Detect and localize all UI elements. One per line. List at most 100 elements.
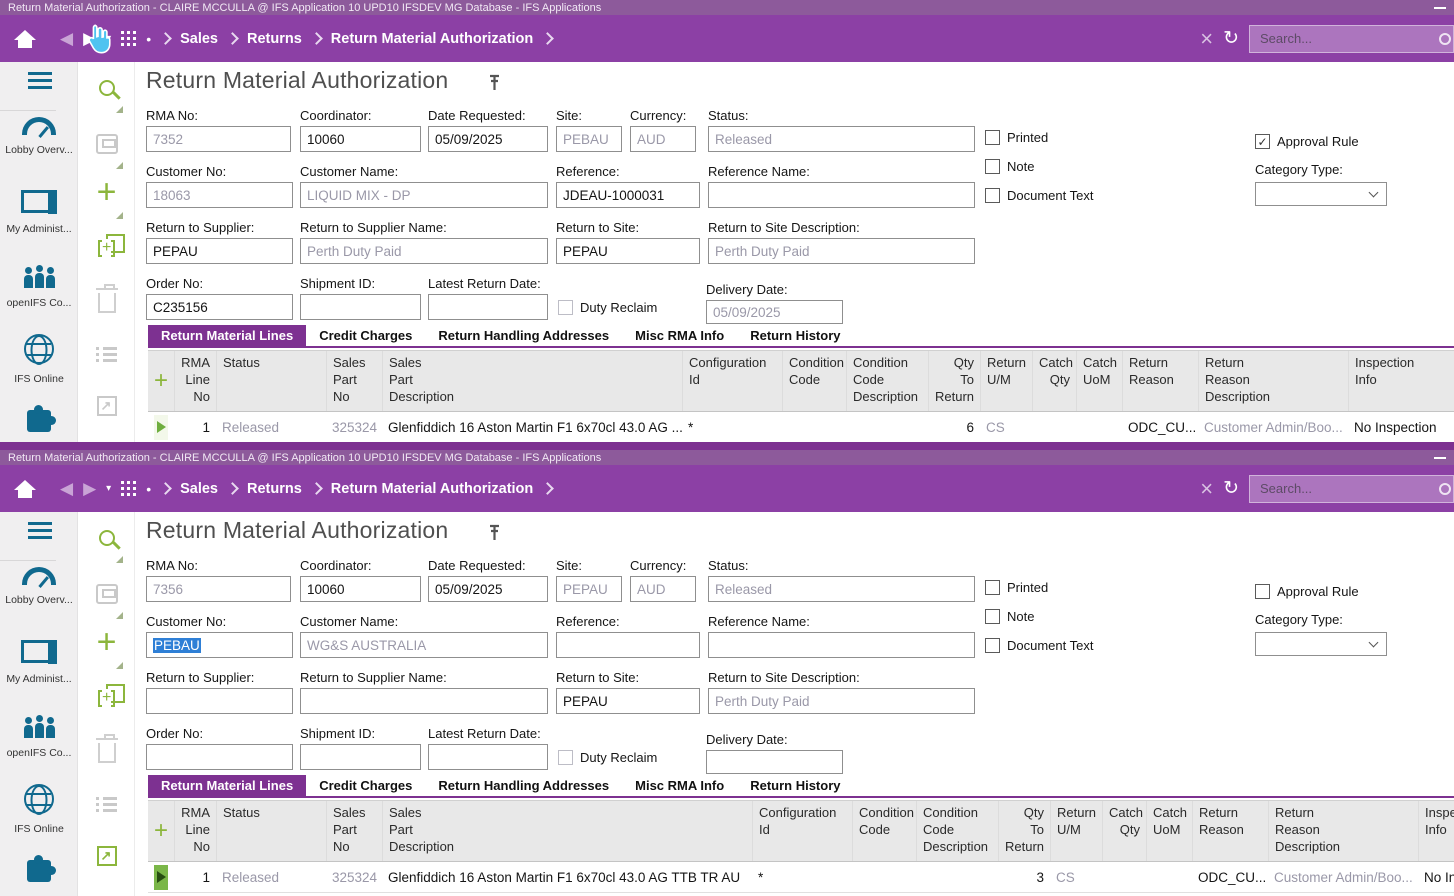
column-header-rma-line-no[interactable]: RMA Line No	[174, 801, 216, 861]
rma-no-field[interactable]: 7352	[146, 126, 291, 152]
open-external-button[interactable]	[78, 846, 135, 866]
latest-return-date-field[interactable]	[428, 294, 548, 320]
breadcrumb-rma[interactable]: Return Material Authorization	[330, 480, 534, 497]
column-header-catch-qty[interactable]: Catch Qty	[1102, 801, 1146, 861]
customer-no-field[interactable]: 18063	[146, 182, 293, 208]
column-header-condition-code[interactable]: Condition Code	[782, 351, 846, 411]
sidebar-item-ifs-online[interactable]: IFS Online	[0, 784, 78, 835]
document-text-checkbox[interactable]: Document Text	[985, 638, 1093, 653]
column-header-condition-code[interactable]: Condition Code	[852, 801, 916, 861]
note-button[interactable]	[78, 584, 135, 604]
currency-field[interactable]: AUD	[630, 576, 696, 602]
nav-forward-icon[interactable]: ▶	[83, 479, 97, 498]
duty-reclaim-checkbox[interactable]: Duty Reclaim	[558, 750, 657, 765]
shipment-id-field[interactable]	[300, 294, 421, 320]
return-to-site-description-field[interactable]: Perth Duty Paid	[708, 238, 975, 264]
refresh-icon[interactable]: ↻	[1223, 478, 1239, 499]
column-header-sales-part-no[interactable]: Sales Part No	[326, 801, 382, 861]
tab-return-material-lines[interactable]: Return Material Lines	[148, 775, 307, 796]
printed-checkbox[interactable]: Printed	[985, 580, 1048, 595]
column-header-status[interactable]: Status	[216, 801, 326, 861]
app-launcher-grid-icon[interactable]	[121, 31, 136, 46]
column-header-sales-part-no[interactable]: Sales Part No	[326, 351, 382, 411]
column-header-catch-uom[interactable]: Catch UoM	[1076, 351, 1122, 411]
list-view-button[interactable]	[78, 346, 135, 362]
minimize-button[interactable]	[1434, 6, 1446, 9]
close-page-icon[interactable]: ×	[1200, 475, 1214, 501]
add-line-button[interactable]: +	[148, 801, 174, 861]
column-header-configuration-id[interactable]: Configuration Id	[682, 351, 782, 411]
column-header-return-um[interactable]: Return U/M	[1050, 801, 1102, 861]
site-field[interactable]: PEBAU	[556, 126, 622, 152]
column-header-rma-line-no[interactable]: RMA Line No	[174, 351, 216, 411]
column-header-inspection-info[interactable]: Inspection Info	[1418, 801, 1454, 861]
column-header-return-um[interactable]: Return U/M	[980, 351, 1032, 411]
column-header-return-reason[interactable]: Return Reason	[1122, 351, 1198, 411]
breadcrumb-returns[interactable]: Returns	[247, 480, 302, 497]
customer-no-field[interactable]: PEBAU	[146, 632, 293, 658]
table-row[interactable]: 1 Released 325324 Glenfiddich 16 Aston M…	[148, 862, 1454, 893]
customer-name-field[interactable]: LIQUID MIX - DP	[300, 182, 548, 208]
delivery-date-field[interactable]: 05/09/2025	[706, 300, 843, 324]
sidebar-item-addons[interactable]	[0, 855, 78, 891]
sidebar-item-my-administration[interactable]: My Administ...	[0, 190, 78, 235]
column-header-configuration-id[interactable]: Configuration Id	[752, 801, 852, 861]
date-requested-field[interactable]: 05/09/2025	[428, 126, 548, 152]
customer-name-field[interactable]: WG&S AUSTRALIA	[300, 632, 548, 658]
tab-credit-charges[interactable]: Credit Charges	[319, 328, 413, 343]
breadcrumb-returns[interactable]: Returns	[247, 30, 302, 47]
global-search-input[interactable]: Search...	[1249, 474, 1454, 503]
order-no-field[interactable]	[146, 744, 293, 770]
new-record-button[interactable]: +	[78, 175, 135, 209]
return-to-site-field[interactable]: PEPAU	[556, 688, 700, 714]
column-header-condition-code-description[interactable]: Condition Code Description	[916, 801, 998, 861]
row-selector[interactable]	[154, 414, 168, 440]
row-selector[interactable]	[154, 864, 168, 890]
tab-return-history[interactable]: Return History	[750, 778, 841, 793]
column-header-sales-part-description[interactable]: Sales Part Description	[382, 351, 682, 411]
note-checkbox[interactable]: Note	[985, 159, 1034, 174]
sidebar-item-lobby-overview[interactable]: Lobby Overv...	[0, 567, 78, 606]
category-type-dropdown[interactable]	[1255, 632, 1387, 656]
menu-hamburger-icon[interactable]	[28, 72, 52, 89]
column-header-qty-to-return[interactable]: Qty To Return	[998, 801, 1050, 861]
home-icon[interactable]	[14, 29, 36, 48]
list-view-button[interactable]	[78, 796, 135, 812]
column-header-return-reason-description[interactable]: Return Reason Description	[1268, 801, 1418, 861]
column-header-status[interactable]: Status	[216, 351, 326, 411]
note-button[interactable]	[78, 134, 135, 154]
duplicate-record-button[interactable]	[78, 234, 135, 257]
column-header-return-reason[interactable]: Return Reason	[1192, 801, 1268, 861]
add-line-button[interactable]: +	[148, 351, 174, 411]
tab-misc-rma-info[interactable]: Misc RMA Info	[635, 328, 725, 343]
menu-hamburger-icon[interactable]	[28, 522, 52, 539]
latest-return-date-field[interactable]	[428, 744, 548, 770]
reference-field[interactable]	[556, 632, 700, 658]
return-to-supplier-field[interactable]	[146, 688, 293, 714]
search-records-button[interactable]	[78, 530, 135, 546]
return-to-supplier-name-field[interactable]	[300, 688, 548, 714]
nav-back-icon[interactable]: ◀	[60, 479, 74, 498]
sidebar-item-openifs-connect[interactable]: openIFS Co...	[0, 262, 78, 309]
currency-field[interactable]: AUD	[630, 126, 696, 152]
history-caret-icon[interactable]: ▾	[106, 483, 112, 494]
column-header-catch-uom[interactable]: Catch UoM	[1146, 801, 1192, 861]
reference-name-field[interactable]	[708, 632, 975, 658]
nav-back-icon[interactable]: ◀	[60, 29, 74, 48]
search-records-button[interactable]	[78, 80, 135, 96]
return-to-supplier-name-field[interactable]: Perth Duty Paid	[300, 238, 548, 264]
return-to-site-field[interactable]: PEPAU	[556, 238, 700, 264]
column-header-catch-qty[interactable]: Catch Qty	[1032, 351, 1076, 411]
delete-record-button[interactable]	[78, 734, 135, 763]
sidebar-item-ifs-online[interactable]: IFS Online	[0, 334, 78, 385]
date-requested-field[interactable]: 05/09/2025	[428, 576, 548, 602]
sidebar-item-openifs-connect[interactable]: openIFS Co...	[0, 712, 78, 759]
breadcrumb-sales[interactable]: Sales	[180, 480, 218, 497]
sidebar-item-my-administration[interactable]: My Administ...	[0, 640, 78, 685]
tab-return-history[interactable]: Return History	[750, 328, 841, 343]
return-to-site-description-field[interactable]: Perth Duty Paid	[708, 688, 975, 714]
order-no-field[interactable]: C235156	[146, 294, 293, 320]
open-external-button[interactable]	[78, 396, 135, 416]
duplicate-record-button[interactable]	[78, 684, 135, 707]
new-record-button[interactable]: +	[78, 625, 135, 659]
